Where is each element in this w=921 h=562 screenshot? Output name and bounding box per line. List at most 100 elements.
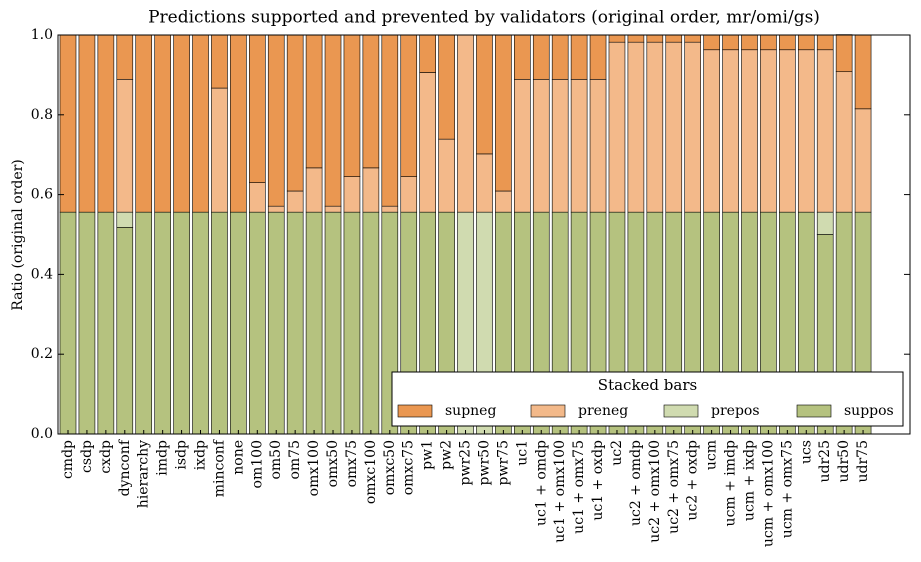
x-tick-label: uc1 + omx100 [552,440,568,543]
bar-segment [703,34,720,51]
bar-segment [854,108,872,213]
bar-segment [381,205,399,213]
bar-segment [816,49,834,213]
bar-segment [286,190,304,213]
bar-segment [514,34,531,80]
bar-segment [665,34,683,43]
x-tick-label: uc2 + oxdp [685,440,701,521]
bar-segment [419,72,436,213]
bar-segment [589,78,607,213]
x-tick-label: pwr50 [476,440,492,485]
bar-segment [608,41,626,213]
bar-segment [343,211,361,435]
bar-segment [400,176,418,213]
x-tick-label: uc2 + omdp [628,440,644,526]
bar-segment [267,205,285,213]
x-tick-label: pwr25 [458,440,474,485]
bar-segment [438,138,455,213]
x-tick-label: om100 [249,440,265,488]
bar-segment [324,211,342,435]
bar-segment [211,211,228,435]
bar-segment [476,153,493,213]
bar-segment [684,41,701,213]
bar-segment [570,34,588,80]
x-tick-label: udr50 [836,440,852,483]
bar-segment [97,34,115,213]
bar-segment [797,49,815,213]
bar-segment [797,34,815,51]
bar-segment [249,182,266,213]
x-tick-label: ucm + omx100 [760,440,776,547]
y-tick-label: 0.0 [31,426,53,442]
bar-segment [173,34,190,213]
bar-segment [816,34,834,51]
bar-segment [135,211,153,435]
bar-segment [305,34,323,169]
legend-label: suppos [844,403,894,419]
bar-segment [267,211,285,435]
bar-segment [835,71,853,213]
x-tick-label: omxc75 [401,440,417,495]
x-tick-label: pw1 [420,440,436,470]
plot-frame [57,34,911,435]
x-tick-label: uc2 + omx75 [666,440,682,534]
x-tick-label: omx50 [325,440,341,487]
bar-segment [741,34,758,51]
bar-segment [173,211,190,435]
legend-swatch [796,404,832,418]
bar-segment [741,49,758,213]
x-tick-label: minconf [211,438,227,497]
bar-segment [495,34,512,192]
legend-title: Stacked bars [598,376,697,394]
x-tick-label: omxc100 [363,440,379,504]
bar-segment [760,49,777,213]
x-tick-label: imdp [155,440,171,476]
bar-segment [324,34,342,207]
x-tick-label: uc2 [609,440,625,466]
x-tick-label: none [230,440,246,475]
bar-segment [532,34,550,80]
bar-segment [589,34,607,80]
bar-segment [665,41,683,213]
bar-segment [362,211,380,435]
y-axis-label: Ratio (original order) [10,159,26,311]
bar-segment [211,34,228,89]
bar-segment [476,34,493,155]
x-tick-label: dynconf [117,438,133,496]
bar-segment [192,211,209,435]
y-tick-label: 1.0 [31,27,53,43]
bar-segment [495,190,512,213]
bar-segment [438,34,455,140]
x-tick-label: cxdp [98,440,114,474]
x-tick-label: omxc50 [382,440,398,495]
x-tick-label: udr75 [855,440,871,483]
bar-segment [116,211,134,228]
x-tick-label: uc1 + oxdp [590,440,606,521]
x-tick-label: csdp [79,440,95,473]
bar-segment [154,34,171,213]
x-tick-label: om75 [287,440,303,480]
x-tick-label: ucm + ixdp [741,440,757,521]
bar-segment [779,34,796,51]
legend-swatch [530,404,566,418]
bar-segment [779,49,796,213]
bar-segment [59,34,77,213]
bar-segment [267,34,285,207]
bar-segment [570,78,588,213]
bar-segment [703,49,720,213]
bar-segment [532,78,550,213]
bar-segment [457,34,474,213]
bar-segment [551,78,569,213]
x-tick-label: om50 [268,440,284,480]
bar-segment [362,34,380,169]
bar-segment [192,34,209,213]
bar-segment [854,34,872,110]
x-tick-label: omx100 [306,440,322,496]
bar-segment [249,211,266,435]
x-tick-label: hierarchy [136,440,152,508]
x-tick-label: uc1 [514,440,530,466]
bar-segment [684,34,701,43]
x-tick-label: uc1 + omx75 [571,440,587,534]
y-tick-label: 0.2 [31,346,53,362]
x-tick-label: ucm + imdp [723,440,739,526]
